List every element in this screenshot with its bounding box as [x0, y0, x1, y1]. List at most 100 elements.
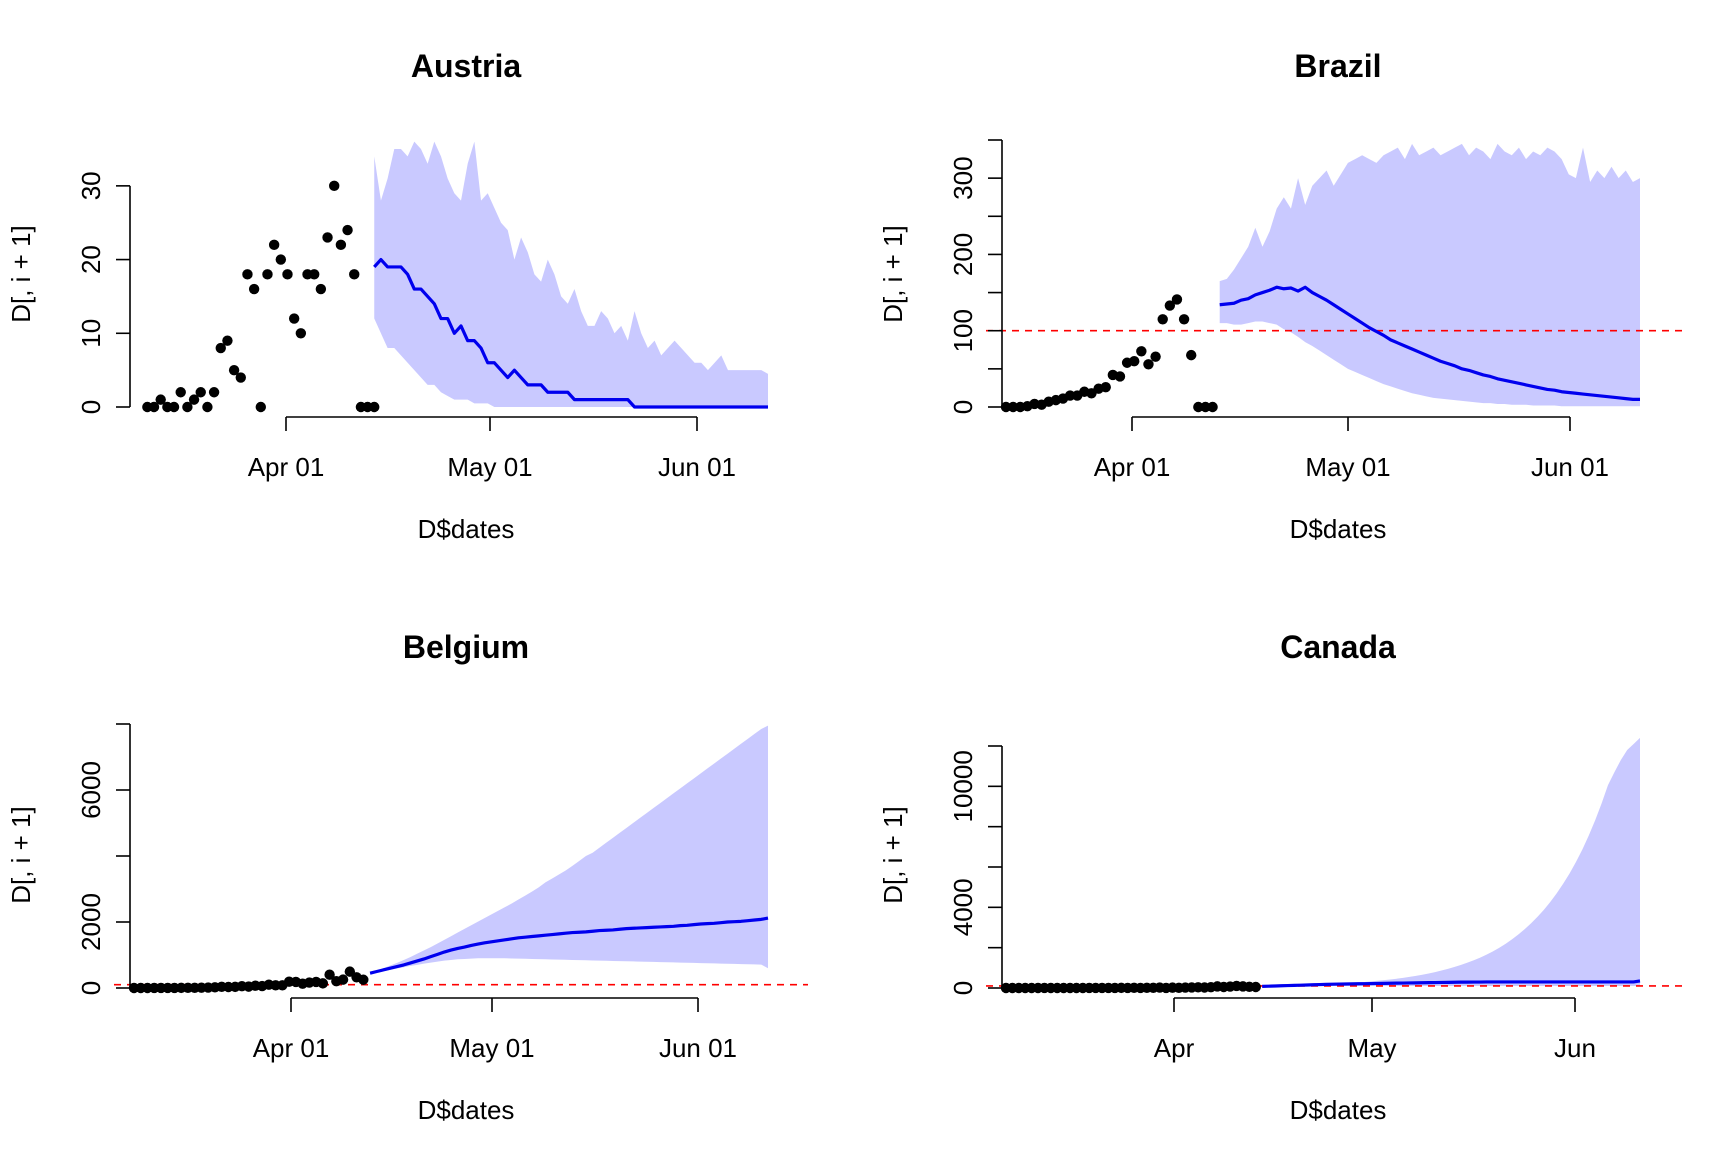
x-tick-label: Jun 01: [1531, 452, 1609, 482]
observed-point: [1186, 349, 1197, 361]
observed-point: [248, 283, 260, 295]
y-axis-label: D[, i + 1]: [878, 806, 908, 904]
observed-point: [1136, 346, 1147, 357]
observed-point: [315, 283, 327, 295]
observed-point: [1171, 294, 1183, 305]
observed-point: [262, 269, 273, 280]
y-tick-label: 0: [76, 400, 106, 414]
observed-point: [1000, 401, 1012, 413]
observed-point: [324, 969, 335, 980]
y-tick-label: 10: [76, 319, 106, 348]
y-axis: 0 2000 6000: [76, 723, 131, 995]
x-axis: Apr 01 May 01 Jun 01: [248, 416, 736, 482]
y-axis: 0 100 200 300: [948, 139, 1003, 414]
x-axis-label: D$dates: [1290, 514, 1387, 544]
observed-point: [268, 239, 280, 251]
forecast-line: [369, 916, 769, 975]
observed-point: [228, 364, 240, 376]
forecast-line: [1262, 979, 1641, 988]
y-tick-label: 2000: [76, 893, 106, 951]
observed-point: [175, 387, 186, 398]
observed-point: [295, 328, 307, 339]
observed-point: [208, 387, 220, 398]
observed-point: [282, 269, 293, 280]
y-tick-label: 300: [948, 156, 978, 199]
observed-point: [337, 974, 349, 985]
observed-point: [342, 224, 353, 236]
x-axis: Apr May Jun: [1154, 997, 1596, 1063]
observed-point: [1193, 401, 1204, 413]
x-tick-label: Jun: [1554, 1033, 1596, 1063]
x-axis: Apr 01 May 01 Jun 01: [1094, 416, 1609, 482]
y-axis-label: D[, i + 1]: [878, 225, 908, 323]
y-tick-label: 100: [948, 309, 978, 352]
x-tick-label: May: [1347, 1033, 1396, 1063]
observed-point: [148, 401, 160, 413]
observed-point: [1143, 359, 1154, 370]
x-tick-label: Apr 01: [248, 452, 325, 482]
observed-point: [275, 254, 287, 265]
observed-point: [222, 335, 233, 346]
observed-point: [335, 239, 347, 251]
prediction-band: [1219, 143, 1640, 407]
observed-point: [202, 401, 213, 413]
observed-point: [235, 372, 246, 383]
forecast-line: [373, 257, 768, 409]
x-tick-label: Jun 01: [658, 452, 736, 482]
observed-point: [242, 269, 253, 280]
observed-point: [255, 401, 266, 413]
x-tick-label: May 01: [449, 1033, 534, 1063]
x-tick-label: Apr: [1154, 1033, 1195, 1063]
x-tick-label: May 01: [1305, 452, 1390, 482]
x-axis: Apr 01 May 01 Jun 01: [253, 997, 737, 1063]
observed-point: [1129, 356, 1140, 367]
panel-austria: Austria D$dates D[, i + 1] 0 10 20 30 Apr 01…: [6, 48, 768, 544]
prediction-band: [370, 725, 768, 974]
observed-point: [1064, 390, 1076, 401]
panel-belgium: Belgium D$dates D[, i + 1] 0 2000 6000 Apr …: [6, 629, 808, 1125]
observed-point: [1207, 401, 1218, 413]
y-tick-label: 0: [948, 400, 978, 414]
x-tick-label: May 01: [447, 452, 532, 482]
y-tick-label: 20: [76, 245, 106, 274]
observed-point: [1007, 401, 1019, 413]
observed-point: [182, 401, 193, 413]
y-axis: 0 10 20 30: [76, 171, 131, 414]
observed-point: [1157, 314, 1168, 325]
y-tick-label: 10000: [948, 750, 978, 822]
observed-point: [1200, 401, 1211, 413]
y-axis: 0 4000 10000: [948, 745, 1003, 995]
observed-point: [188, 394, 200, 405]
prediction-band: [1262, 737, 1640, 987]
observed-point: [1164, 300, 1176, 311]
x-axis-label: D$dates: [1290, 1095, 1387, 1125]
observed-point: [168, 401, 180, 413]
panel-title: Canada: [1280, 629, 1396, 665]
observed-point: [317, 978, 329, 989]
observed-point: [1114, 371, 1126, 382]
forecast-line: [1219, 285, 1640, 401]
panel-title: Brazil: [1294, 48, 1381, 84]
observed-point: [322, 232, 333, 243]
y-axis-label: D[, i + 1]: [6, 806, 36, 904]
y-tick-label: 200: [948, 233, 978, 276]
observed-point: [349, 269, 360, 280]
observed-point: [329, 180, 340, 192]
y-tick-label: 6000: [76, 761, 106, 819]
observed-point: [195, 387, 206, 398]
panel-title: Austria: [411, 48, 521, 84]
y-axis-label: D[, i + 1]: [6, 225, 36, 323]
y-tick-label: 0: [76, 981, 106, 995]
observed-point: [288, 313, 300, 324]
observed-point: [358, 974, 369, 985]
x-axis-label: D$dates: [418, 1095, 515, 1125]
x-tick-label: Jun 01: [659, 1033, 737, 1063]
y-tick-label: 30: [76, 171, 106, 200]
observed-point: [155, 394, 166, 405]
y-tick-label: 0: [948, 981, 978, 995]
observed-point: [1178, 314, 1190, 325]
observed-point: [1250, 981, 1261, 993]
x-axis-label: D$dates: [418, 514, 515, 544]
observed-point: [1150, 351, 1161, 362]
